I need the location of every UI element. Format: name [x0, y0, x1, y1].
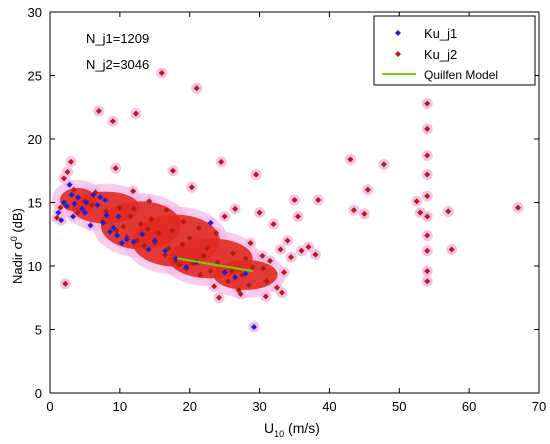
- y-tick-label: 20: [28, 132, 42, 147]
- y-tick-label: 15: [28, 196, 42, 211]
- x-tick-label: 10: [113, 399, 127, 414]
- x-tick-label: 40: [322, 399, 336, 414]
- annotation-block: N_j1=1209 N_j2=3046: [86, 31, 149, 72]
- x-tick-label: 70: [532, 399, 546, 414]
- legend: Ku_j1 Ku_j2 Quilfen Model: [374, 16, 535, 85]
- x-tick-label: 20: [182, 399, 196, 414]
- y-tick-label: 30: [28, 5, 42, 20]
- x-tick-label: 0: [46, 399, 53, 414]
- y-axis-label-main: Nadir σ: [10, 241, 25, 284]
- legend-label-quilfen-model: Quilfen Model: [424, 68, 498, 82]
- y-tick-label: 10: [28, 259, 42, 274]
- x-tick-label: 30: [252, 399, 266, 414]
- y-tick-label: 25: [28, 69, 42, 84]
- annotation-n-j1: N_j1=1209: [86, 31, 149, 46]
- y-axis-label: Nadir σ0 (dB): [9, 208, 25, 284]
- x-axis-label: U10 (m/s): [264, 420, 320, 439]
- y-tick-label: 0: [35, 386, 42, 401]
- x-axis-label-units: (m/s): [284, 420, 320, 436]
- y-axis-label-units: (dB): [10, 208, 25, 236]
- legend-label-ku-j1: Ku_j1: [424, 26, 457, 41]
- y-tick-label: 5: [35, 323, 42, 338]
- annotation-n-j2: N_j2=3046: [86, 57, 149, 72]
- legend-label-ku-j2: Ku_j2: [424, 47, 457, 62]
- x-tick-label: 50: [392, 399, 406, 414]
- x-axis-label-subscript: 10: [274, 429, 284, 439]
- x-axis-label-main: U: [264, 420, 274, 436]
- x-tick-label: 60: [462, 399, 476, 414]
